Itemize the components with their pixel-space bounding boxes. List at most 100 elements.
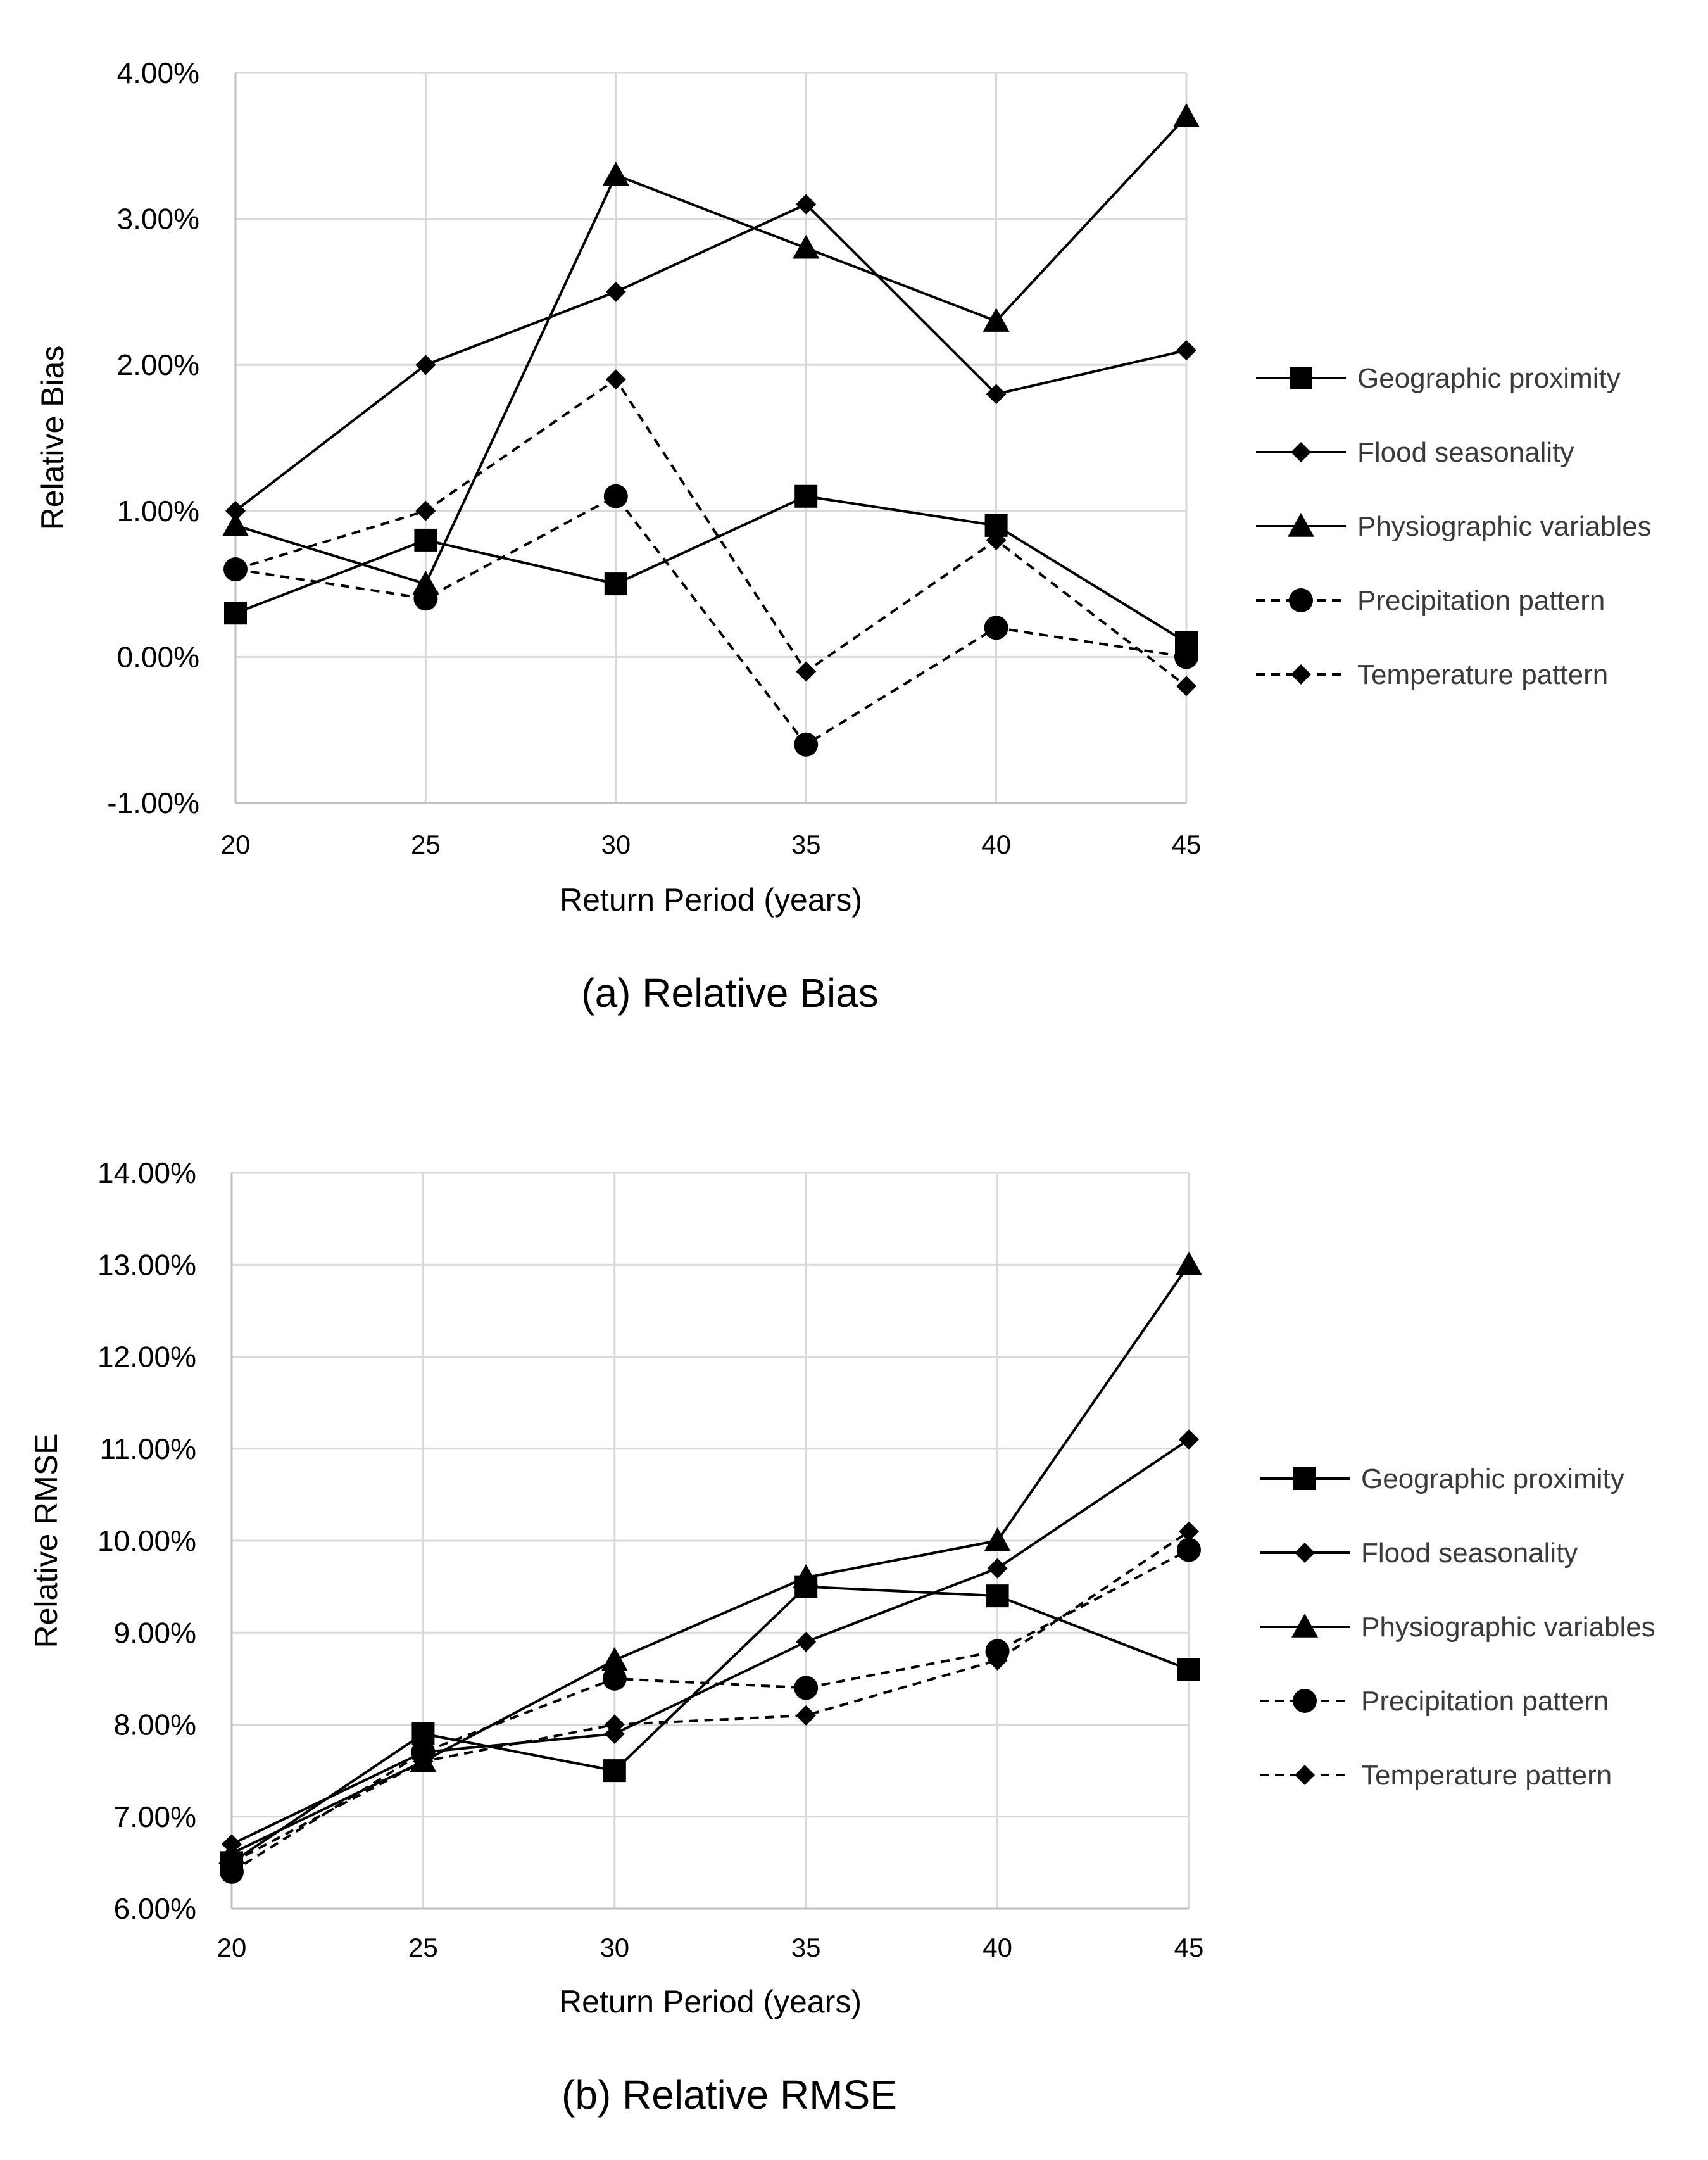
data-point-precipitation-pattern	[413, 586, 438, 611]
data-point-temperature-pattern	[225, 559, 246, 580]
chart-panel-bias: -1.00% 0.00% 1.00% 2.00% 3.00% 4.00% 20 25 30 35 4…	[35, 56, 1652, 1016]
data-point-flood-seasonality	[1179, 1429, 1199, 1450]
legend-label: Temperature pattern	[1361, 1760, 1612, 1791]
legend-marker	[1288, 513, 1314, 537]
y-tick-label: 7.00%	[114, 1800, 196, 1833]
x-tick-label: 20	[221, 830, 251, 859]
data-point-geographic-proximity	[604, 572, 627, 596]
y-tick-label: 8.00%	[114, 1708, 196, 1741]
data-point-geographic-proximity	[794, 484, 818, 508]
legend-item-flood-seasonality: Flood seasonality	[1260, 1538, 1578, 1569]
legend-marker	[1289, 588, 1313, 612]
data-point-geographic-proximity	[224, 602, 247, 625]
chart-caption: (a) Relative Bias	[581, 970, 879, 1016]
y-axis-title: Relative Bias	[35, 346, 70, 531]
data-point-temperature-pattern	[1176, 676, 1196, 697]
x-tick-label: 30	[600, 1933, 629, 1962]
series-line-physiographic-variables	[231, 1264, 1190, 1855]
x-tick-label: 40	[983, 1933, 1012, 1962]
y-tick-label: 2.00%	[117, 348, 199, 381]
legend-item-precipitation-pattern: Precipitation pattern	[1256, 585, 1605, 616]
data-point-flood-seasonality	[225, 500, 246, 521]
x-tick-label: 45	[1174, 1933, 1204, 1962]
data-point-flood-seasonality	[987, 1558, 1008, 1579]
data-point-flood-seasonality	[796, 194, 817, 215]
legend-marker	[1293, 1467, 1316, 1490]
legend-label: Precipitation pattern	[1361, 1686, 1609, 1717]
legend-marker	[1295, 1765, 1315, 1785]
legend-label: Flood seasonality	[1361, 1538, 1578, 1569]
x-axis-title: Return Period (years)	[559, 1984, 862, 2019]
data-point-physiographic-variables	[983, 308, 1010, 332]
series-line-precipitation-pattern	[230, 1548, 1190, 1873]
legend-marker	[1293, 1689, 1317, 1713]
data-point-physiographic-variables	[793, 234, 820, 259]
y-tick-label: 11.00%	[99, 1432, 196, 1465]
data-point-geographic-proximity	[1177, 1658, 1200, 1681]
data-point-flood-seasonality	[986, 384, 1007, 405]
data-point-physiographic-variables	[222, 512, 249, 536]
data-point-temperature-pattern	[796, 1705, 817, 1726]
x-tick-label: 40	[981, 830, 1011, 859]
data-point-precipitation-pattern	[794, 1676, 819, 1700]
y-tick-label: 3.00%	[117, 203, 199, 236]
legend-item-flood-seasonality: Flood seasonality	[1256, 437, 1574, 468]
data-point-precipitation-pattern	[794, 732, 819, 757]
series-physiographic-variables	[218, 1251, 1202, 1864]
data-point-temperature-pattern	[986, 529, 1007, 550]
y-tick-label: 4.00%	[117, 56, 199, 89]
y-tick-label: 12.00%	[97, 1341, 196, 1374]
data-point-precipitation-pattern	[603, 484, 628, 508]
series-precipitation-pattern	[220, 1538, 1201, 1884]
data-point-flood-seasonality	[1176, 340, 1196, 361]
series-line-geographic-proximity	[235, 495, 1188, 644]
legend-label: Geographic proximity	[1357, 363, 1621, 394]
legend-item-geographic-proximity: Geographic proximity	[1256, 363, 1621, 394]
legend: Geographic proximity Flood seasonality Phy…	[1260, 1463, 1655, 1791]
y-axis-title: Relative RMSE	[28, 1434, 64, 1648]
x-axis-title: Return Period (years)	[560, 882, 862, 918]
y-tick-label: 14.00%	[97, 1156, 196, 1189]
data-point-precipitation-pattern	[1177, 1538, 1201, 1562]
data-point-geographic-proximity	[414, 528, 437, 552]
gridlines	[230, 1172, 1190, 1910]
gridlines	[234, 72, 1188, 804]
legend-item-physiographic-variables: Physiographic variables	[1256, 511, 1652, 542]
data-point-physiographic-variables	[601, 1646, 628, 1671]
data-point-physiographic-variables	[793, 1564, 820, 1588]
data-point-precipitation-pattern	[1174, 645, 1198, 669]
data-point-temperature-pattern	[222, 1852, 242, 1873]
y-tick-label: 6.00%	[114, 1892, 196, 1925]
data-point-precipitation-pattern	[602, 1666, 627, 1691]
data-point-temperature-pattern	[415, 500, 436, 521]
legend-item-temperature-pattern: Temperature pattern	[1260, 1760, 1612, 1791]
series-line-temperature-pattern	[235, 378, 1188, 688]
series-line-physiographic-variables	[235, 115, 1188, 586]
x-tick-label: 35	[791, 830, 821, 859]
legend-marker	[1291, 1614, 1318, 1638]
y-tick-label: 1.00%	[117, 495, 199, 527]
y-tick-label: -1.00%	[107, 786, 199, 819]
legend-item-temperature-pattern: Temperature pattern	[1256, 659, 1608, 690]
series-line-temperature-pattern	[231, 1530, 1190, 1864]
series-precipitation-pattern	[223, 484, 1198, 757]
legend-marker	[1291, 664, 1311, 685]
legend-label: Physiographic variables	[1357, 511, 1652, 542]
legend-label: Temperature pattern	[1357, 659, 1608, 690]
x-tick-label: 30	[601, 830, 631, 859]
data-point-physiographic-variables	[1176, 1251, 1202, 1276]
series-line-geographic-proximity	[230, 1585, 1190, 1864]
legend-label: Precipitation pattern	[1357, 585, 1605, 616]
data-point-flood-seasonality	[796, 1631, 817, 1652]
x-tick-label: 25	[408, 1933, 438, 1962]
legend-marker	[1291, 442, 1311, 462]
data-point-physiographic-variables	[1173, 103, 1200, 127]
data-point-temperature-pattern	[604, 1714, 625, 1735]
data-point-physiographic-variables	[602, 161, 629, 186]
data-point-physiographic-variables	[984, 1527, 1011, 1551]
series-line-flood-seasonality	[234, 203, 1187, 512]
legend-marker	[1295, 1543, 1315, 1563]
data-point-geographic-proximity	[986, 1584, 1009, 1608]
legend-label: Flood seasonality	[1357, 437, 1574, 468]
data-point-flood-seasonality	[415, 355, 436, 376]
